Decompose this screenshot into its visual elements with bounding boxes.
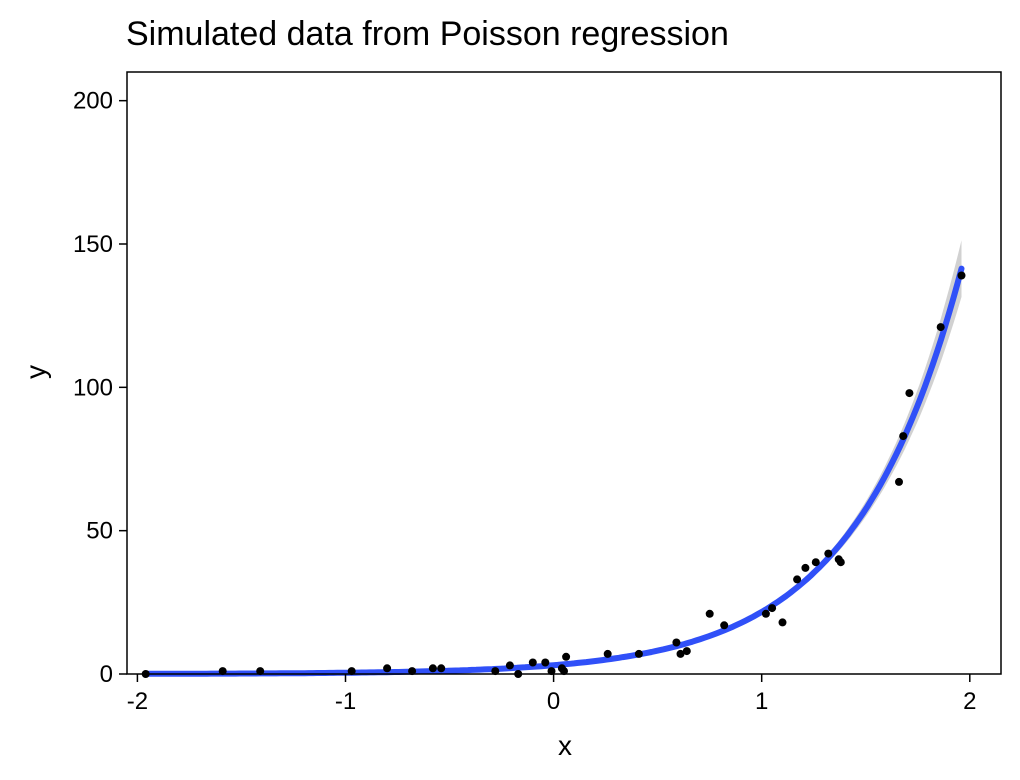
data-point — [705, 609, 714, 618]
x-tick-label: 0 — [547, 688, 560, 715]
data-point — [408, 667, 417, 676]
chart-title: Simulated data from Poisson regression — [126, 15, 729, 53]
data-point — [824, 549, 833, 558]
data-point — [256, 667, 265, 676]
data-point — [801, 563, 810, 572]
y-axis-title: y — [20, 365, 51, 379]
data-point — [936, 323, 945, 332]
data-point — [676, 649, 685, 658]
plot-panel-border — [126, 71, 1002, 675]
y-tick-label: 100 — [73, 374, 113, 401]
data-point — [634, 649, 643, 658]
fit-line — [142, 265, 965, 677]
data-point — [899, 432, 908, 441]
data-point — [437, 664, 446, 673]
data-point — [491, 667, 500, 676]
y-tick-label: 200 — [73, 88, 113, 115]
data-point — [547, 667, 556, 676]
data-point — [682, 647, 691, 656]
data-point — [347, 667, 356, 676]
y-tick-label: 0 — [100, 661, 113, 688]
data-point — [768, 604, 777, 613]
confidence-ribbon — [145, 240, 962, 674]
data-point — [957, 271, 966, 280]
data-point — [562, 652, 571, 661]
x-axis: -2 -1 0 1 2 — [127, 674, 976, 715]
x-tick-label: 1 — [755, 688, 768, 715]
data-point — [528, 658, 537, 667]
x-tick-label: -2 — [127, 688, 148, 715]
data-point — [793, 575, 802, 584]
x-tick-label: -1 — [335, 688, 356, 715]
data-point — [603, 649, 612, 658]
data-point — [895, 477, 903, 486]
confidence-ribbon-layer — [145, 240, 962, 674]
data-point — [761, 609, 770, 618]
data-point — [905, 389, 914, 398]
y-tick-label: 150 — [73, 231, 113, 258]
data-point — [560, 667, 568, 676]
data-point — [218, 667, 227, 676]
data-point — [541, 658, 550, 667]
x-tick-label: 2 — [963, 688, 976, 715]
data-point — [720, 621, 729, 630]
points-layer — [141, 271, 966, 678]
data-point — [505, 661, 514, 670]
y-axis: 0 50 100 150 200 — [73, 88, 127, 688]
data-point — [383, 664, 392, 673]
data-point — [672, 638, 681, 647]
fit-line-layer — [142, 265, 965, 677]
data-point — [428, 664, 437, 673]
data-point — [836, 558, 845, 567]
data-point — [811, 558, 820, 567]
y-tick-label: 50 — [86, 518, 113, 545]
x-axis-title: x — [558, 730, 572, 761]
data-point — [778, 618, 787, 627]
